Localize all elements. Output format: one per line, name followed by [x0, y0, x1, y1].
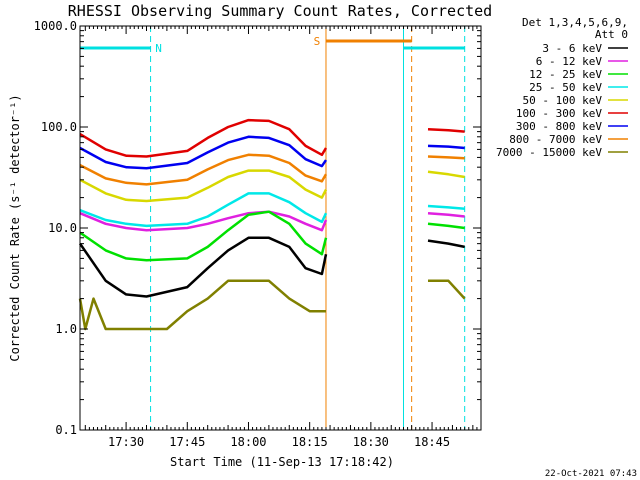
series-line	[427, 222, 465, 230]
series-line	[79, 153, 328, 186]
series-line	[427, 170, 465, 179]
legend-header-line-2: Att 0	[595, 28, 628, 41]
series-line	[428, 279, 466, 300]
legend-entry-label: 7000 - 15000 keV	[496, 146, 602, 159]
x-tick-label: 18:30	[353, 435, 389, 449]
y-tick-label: 1.0	[55, 322, 77, 336]
plot-area: NS	[78, 26, 466, 430]
series-line	[78, 279, 326, 331]
flag-label: S	[314, 35, 321, 48]
x-tick-label: 17:45	[169, 435, 205, 449]
legend-entry-label: 100 - 300 keV	[516, 107, 602, 120]
series-line	[427, 239, 465, 249]
x-tick-label: 17:30	[108, 435, 144, 449]
series-line	[79, 169, 328, 203]
series-line	[427, 155, 465, 160]
series-line	[427, 204, 465, 211]
legend-entry-label: 12 - 25 keV	[529, 68, 602, 81]
x-tick-label: 18:45	[414, 435, 450, 449]
flag-label: N	[155, 42, 162, 55]
legend-entry-label: 25 - 50 keV	[529, 81, 602, 94]
x-axis: 17:30 17:45 18:00 18:15 18:30 18:45	[84, 26, 482, 449]
y-tick-label: 0.1	[55, 423, 77, 437]
y-tick-label: 1000.0	[34, 19, 77, 33]
y-axis-label: Corrected Count Rate (s⁻¹ detector⁻¹)	[8, 94, 22, 361]
y-axis: 0.1 1.0 10.0 100.0 1000.0	[34, 19, 481, 437]
series-line	[79, 118, 328, 158]
series-line	[79, 210, 328, 262]
x-tick-label: 18:00	[230, 435, 266, 449]
x-tick-label: 18:15	[292, 435, 328, 449]
series-line	[78, 236, 328, 298]
x-axis-label: Start Time (11-Sep-13 17:18:42)	[170, 455, 394, 469]
series-line	[79, 135, 328, 170]
legend-entry-label: 300 - 800 keV	[516, 120, 602, 133]
legend-entry-label: 3 - 6 keV	[542, 42, 602, 55]
series-line	[427, 211, 465, 218]
y-tick-label: 10.0	[48, 221, 77, 235]
series-line	[79, 210, 328, 232]
legend-header-line-1: Det 1,3,4,5,6,9,	[522, 16, 628, 29]
legend-entry-label: 800 - 7000 keV	[509, 133, 602, 146]
legend-entry-label: 50 - 100 keV	[523, 94, 603, 107]
footer-timestamp: 22-Oct-2021 07:43	[545, 469, 637, 479]
y-tick-label: 100.0	[41, 120, 77, 134]
plot-frame	[79, 25, 482, 431]
series-line	[427, 144, 465, 150]
legend-entry-label: 6 - 12 keV	[536, 55, 603, 68]
series-line	[79, 192, 328, 228]
chart-title: RHESSI Observing Summary Count Rates, Co…	[68, 2, 492, 20]
series-line	[427, 127, 465, 133]
